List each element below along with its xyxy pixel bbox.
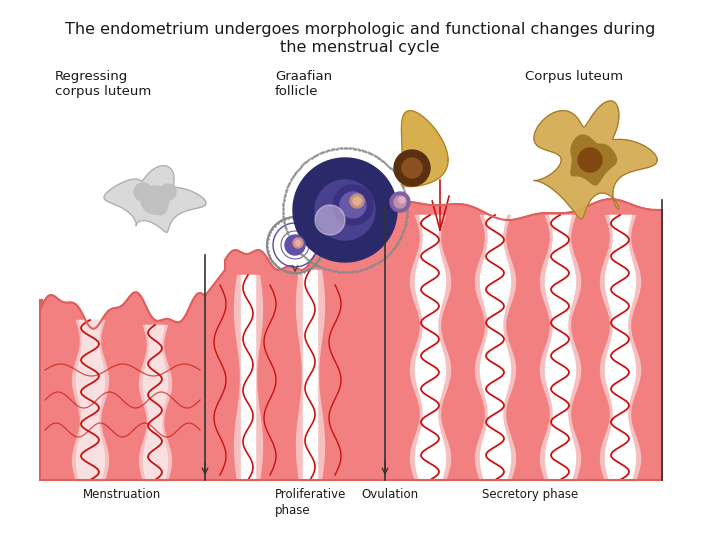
Text: The endometrium undergoes morphologic and functional changes during: The endometrium undergoes morphologic an… [65, 22, 655, 37]
Circle shape [295, 240, 300, 246]
Polygon shape [40, 199, 662, 480]
Circle shape [578, 148, 602, 172]
Circle shape [353, 197, 361, 205]
Circle shape [394, 150, 430, 186]
Circle shape [350, 194, 364, 208]
Polygon shape [104, 166, 206, 232]
Circle shape [402, 158, 422, 178]
Text: Corpus luteum: Corpus luteum [525, 70, 623, 83]
Circle shape [390, 192, 410, 212]
Text: Graafian
follicle: Graafian follicle [275, 70, 332, 98]
Text: Menstruation: Menstruation [83, 488, 161, 501]
Text: Proliferative
phase: Proliferative phase [275, 488, 346, 517]
Circle shape [141, 186, 169, 214]
Circle shape [134, 183, 152, 201]
Circle shape [340, 192, 366, 218]
Text: Regressing
corpus luteum: Regressing corpus luteum [55, 70, 151, 98]
Polygon shape [402, 111, 448, 187]
Text: Secretory phase: Secretory phase [482, 488, 578, 501]
Polygon shape [293, 158, 397, 262]
Text: the menstrual cycle: the menstrual cycle [280, 40, 440, 55]
Circle shape [394, 196, 406, 208]
Circle shape [333, 185, 373, 225]
Polygon shape [315, 180, 375, 240]
Polygon shape [571, 135, 616, 185]
Text: Ovulation: Ovulation [361, 488, 418, 501]
Circle shape [285, 235, 305, 255]
Polygon shape [534, 101, 657, 219]
Circle shape [399, 197, 405, 203]
Circle shape [160, 184, 176, 200]
Circle shape [315, 205, 345, 235]
Circle shape [153, 201, 167, 215]
Circle shape [293, 238, 303, 248]
